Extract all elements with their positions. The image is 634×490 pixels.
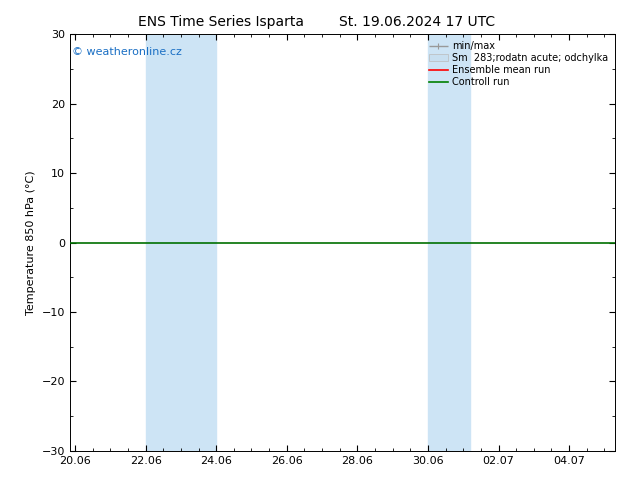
Bar <box>146 34 216 451</box>
Text: ENS Time Series Isparta        St. 19.06.2024 17 UTC: ENS Time Series Isparta St. 19.06.2024 1… <box>138 15 496 29</box>
Text: © weatheronline.cz: © weatheronline.cz <box>72 47 183 57</box>
Bar <box>428 34 470 451</box>
Legend: min/max, Sm  283;rodatn acute; odchylka, Ensemble mean run, Controll run: min/max, Sm 283;rodatn acute; odchylka, … <box>427 39 610 89</box>
Y-axis label: Temperature 850 hPa (°C): Temperature 850 hPa (°C) <box>26 170 36 315</box>
